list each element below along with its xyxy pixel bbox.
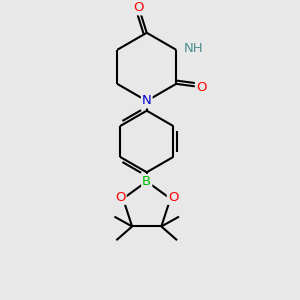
Text: O: O bbox=[196, 81, 206, 94]
Text: NH: NH bbox=[184, 42, 204, 55]
Text: N: N bbox=[142, 94, 152, 107]
Text: O: O bbox=[134, 2, 144, 14]
Text: B: B bbox=[142, 175, 151, 188]
Text: O: O bbox=[115, 191, 126, 204]
Text: O: O bbox=[168, 191, 178, 204]
